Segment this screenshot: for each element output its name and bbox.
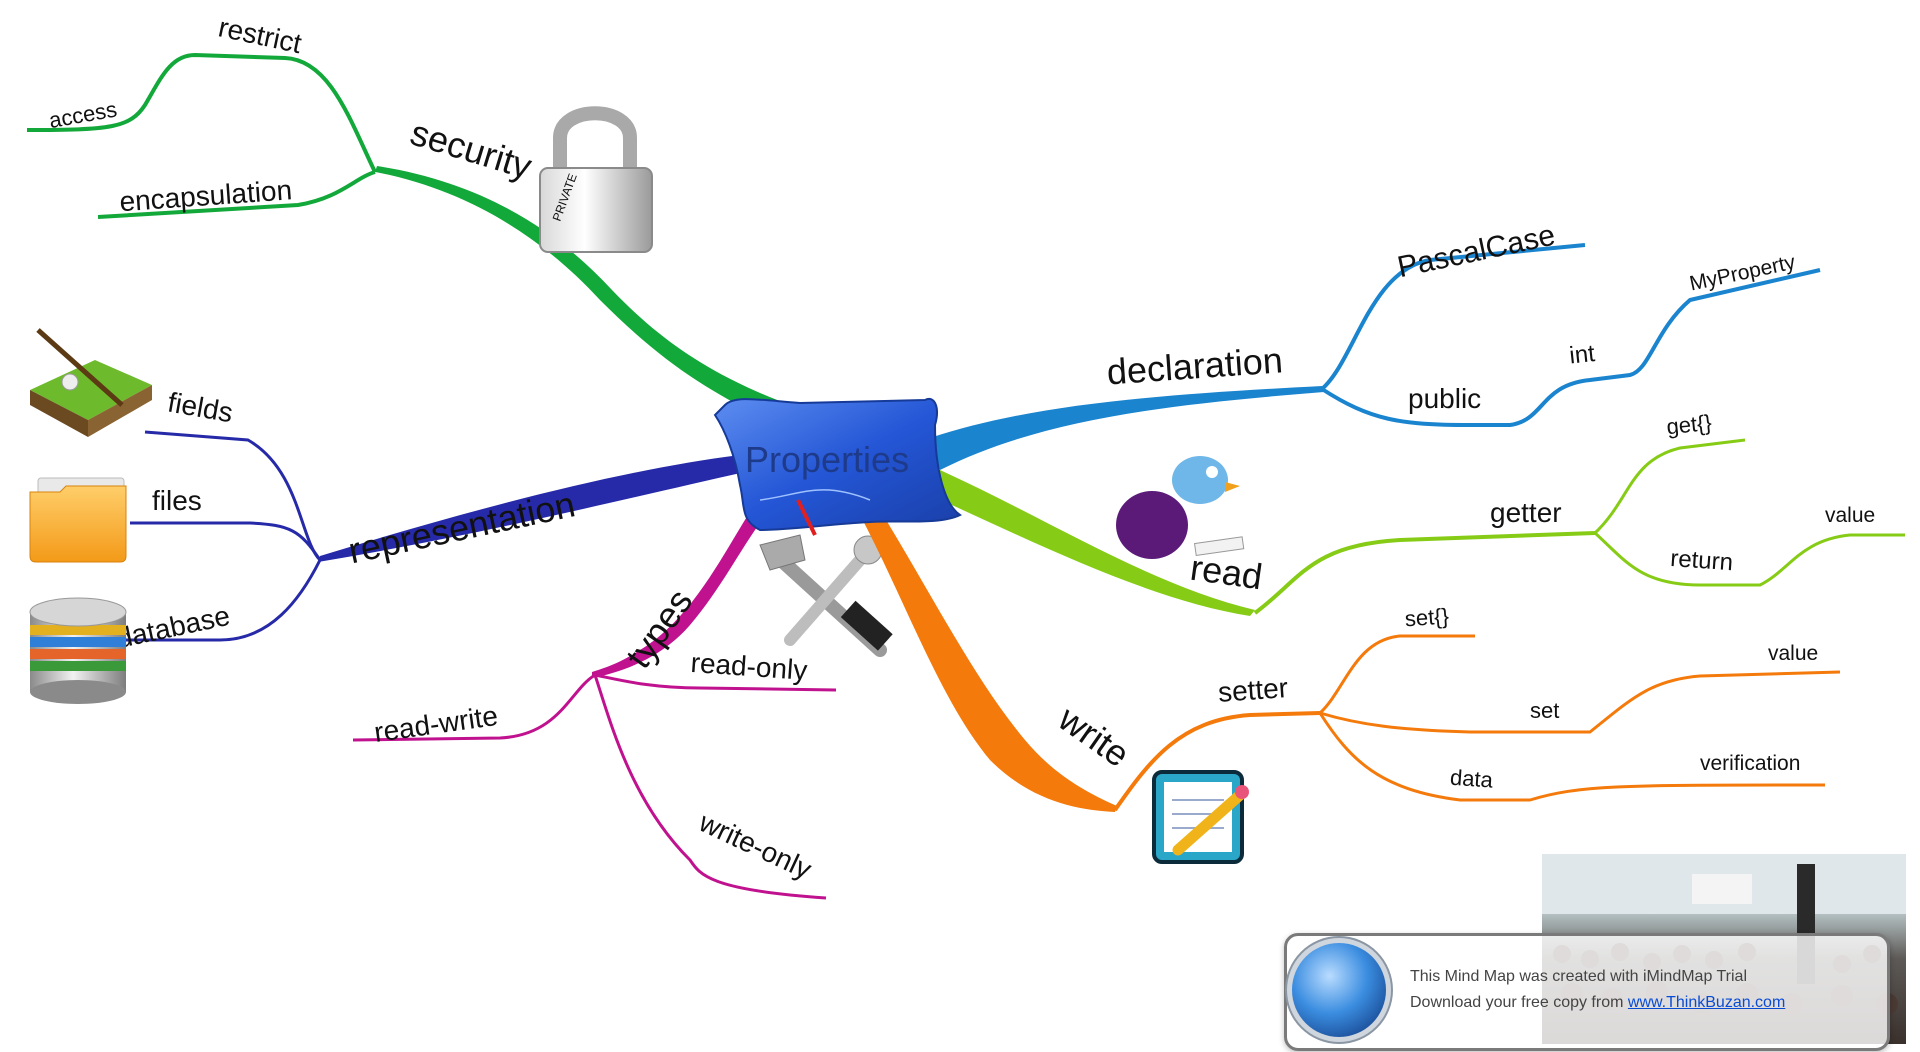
declaration-to-public-line	[1320, 268, 1821, 427]
thinkbuzan-link[interactable]: www.ThinkBuzan.com	[1627, 994, 1786, 1011]
getter-label: getter	[1490, 497, 1562, 528]
database-label: database	[113, 600, 232, 654]
types-label: types	[617, 581, 700, 675]
public-label: public	[1408, 383, 1481, 414]
setter-to-data-line	[1318, 712, 1826, 802]
grass-field-icon	[30, 328, 152, 437]
read-to-getter-line	[1253, 531, 1596, 615]
reading-bird-icon	[1116, 456, 1245, 559]
pascalcase-label: PascalCase	[1395, 219, 1558, 285]
tools-icon	[759, 534, 893, 657]
folder-icon	[29, 477, 127, 563]
imindmap-logo-icon	[1292, 943, 1386, 1037]
readonly-label: read-only	[690, 647, 809, 686]
setter-to-set-line	[1319, 670, 1841, 734]
database-icon	[29, 597, 127, 704]
writeonly-label: write-only	[694, 806, 817, 885]
watermark-line-1: This Mind Map was created with iMindMap …	[1410, 968, 1748, 985]
central-topic[interactable]: Properties	[713, 397, 962, 536]
write-label: write	[1050, 697, 1137, 775]
readwrite-label: read-write	[372, 700, 500, 748]
watermark-line-2: Download your free copy from www.ThinkBu…	[1410, 994, 1785, 1012]
branch-declaration-line	[930, 386, 1324, 470]
security-label: security	[406, 112, 537, 187]
fields-label: fields	[165, 386, 235, 428]
getter-to-get-line	[1593, 438, 1746, 535]
types-to-readwrite-line	[352, 673, 596, 742]
declaration-label: declaration	[1105, 339, 1284, 392]
branch-types-line	[592, 515, 762, 678]
encapsulation-label: encapsulation	[118, 174, 293, 217]
get-label: get{}	[1665, 410, 1713, 440]
data-label: data	[1449, 765, 1494, 793]
blueprint-sketch	[759, 489, 871, 501]
representation-label: representation	[345, 483, 579, 571]
return-label: return	[1669, 545, 1733, 576]
verification-label: verification	[1700, 752, 1800, 775]
set-label: set	[1530, 698, 1559, 723]
getter-to-return-line	[1593, 531, 1905, 587]
branch-write-line	[860, 510, 1117, 812]
branch-read-line	[930, 470, 1255, 616]
branch-representation-line	[318, 455, 745, 562]
restrict-label: restrict	[216, 11, 305, 59]
pencil-icon	[796, 499, 817, 536]
center-label: Properties	[745, 439, 909, 480]
setter-to-setbraces-line	[1318, 634, 1475, 715]
watermark-prefix: Download your free copy from	[1410, 994, 1624, 1011]
setter-label: setter	[1217, 672, 1289, 708]
padlock-icon: PRIVATE	[539, 106, 653, 253]
int-label: int	[1568, 340, 1596, 370]
files-label: files	[152, 485, 202, 516]
write-to-setter-line	[1113, 711, 1321, 812]
branch-security[interactable]: security restrict access encapsulation P…	[26, 11, 790, 425]
branch-types[interactable]: types read-only read-write write-only	[352, 515, 893, 900]
representation-to-files-line	[130, 521, 322, 561]
representation-to-database-line	[115, 559, 322, 642]
branch-read[interactable]: read getter get{} return value	[930, 410, 1905, 616]
declaration-to-pascalcase-line	[1320, 243, 1586, 391]
types-to-writeonly-line	[593, 674, 827, 900]
types-to-readonly-line	[594, 673, 837, 692]
read-value-label: value	[1825, 504, 1875, 527]
security-to-restrict-line	[26, 52, 377, 173]
setbraces-label: set{}	[1404, 603, 1450, 631]
security-to-encapsulation-line	[97, 170, 376, 219]
notepad-icon	[1152, 770, 1249, 864]
write-value-label: value	[1768, 642, 1818, 665]
branch-security-line	[375, 166, 790, 425]
